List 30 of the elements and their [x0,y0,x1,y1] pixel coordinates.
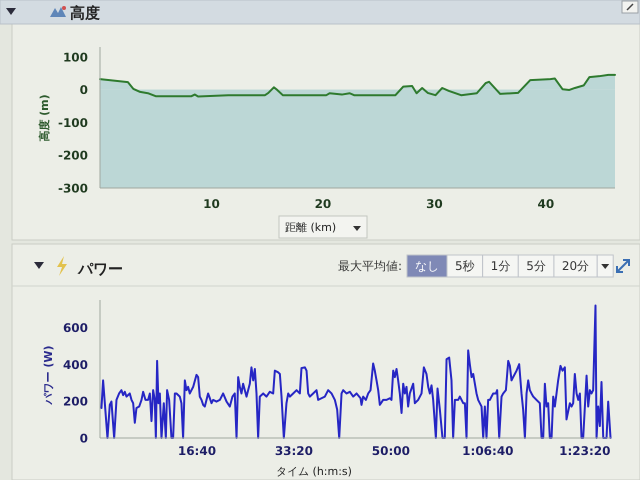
text: 5秒 [455,259,475,273]
x-tick-label: 1:23:20 [559,444,610,458]
x-axis-title: 距離 (km) [285,221,336,234]
text: なし [415,259,439,273]
y-tick-label: -300 [58,182,88,196]
text: 最大平均値: [338,259,402,273]
y-tick-label: 400 [62,358,88,372]
y-tick-label: 100 [62,50,88,64]
text: 5分 [526,259,546,273]
y-axis-title: 高度 (m) [38,94,51,142]
x-tick-label: 1:06:40 [462,444,514,458]
y-tick-label: 200 [62,394,88,409]
y-tick-label: -200 [58,148,88,163]
text: 20分 [562,259,590,273]
x-axis-title: タイム (h:m:s) [276,465,352,478]
y-tick-label: 600 [62,321,88,336]
chart-title: パワー [77,260,123,278]
x-tick-label: 20 [314,197,332,211]
chart-title: 高度 [70,4,100,22]
x-tick-label: 40 [538,197,554,211]
x-tick-label: 16:40 [178,444,216,458]
x-tick-label: 30 [426,197,443,211]
x-tick-label: 33:20 [274,444,314,458]
x-tick-label: 50:00 [372,444,410,458]
y-tick-label: 0 [80,432,88,446]
y-tick-label: -100 [58,116,88,130]
text: 1分 [490,259,510,273]
x-tick-label: 10 [203,197,220,211]
y-axis-title: パワー (W) [42,345,55,406]
y-tick-label: 0 [80,83,88,98]
